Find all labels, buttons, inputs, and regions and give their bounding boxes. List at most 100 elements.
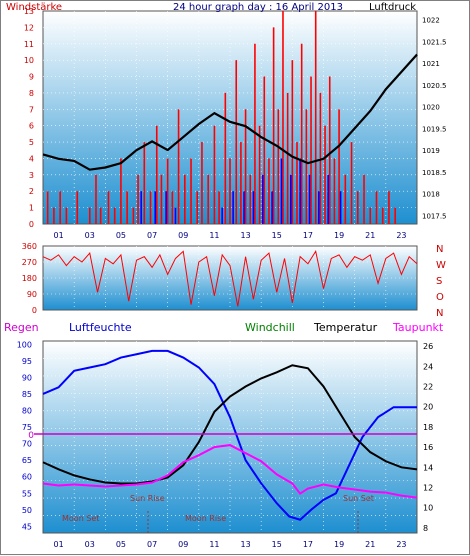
- hour-tick: 23: [396, 540, 406, 549]
- wind-direction-y-tick: 90: [27, 290, 37, 299]
- rain-zero-marker: 0: [28, 431, 34, 441]
- hour-tick: 21: [365, 540, 375, 549]
- pressure-line: [42, 53, 418, 171]
- rain-label: Regen: [4, 321, 39, 334]
- wind-y-tick: 5: [29, 138, 34, 147]
- wind-y-tick: 4: [29, 154, 34, 163]
- humidity-y-tick: 85: [22, 390, 32, 399]
- humidity-label: Luftfeuchte: [69, 321, 132, 334]
- pressure-y-tick: 1020.5: [422, 82, 447, 90]
- temperature-y-tick: 18: [423, 423, 433, 432]
- compass-letter: W: [436, 260, 446, 271]
- pressure-y-tick: 1017.5: [422, 212, 447, 220]
- sun-rise-label: Sun Rise: [130, 494, 165, 503]
- pressure-line-group: [42, 53, 418, 171]
- wind-y-tick: 6: [29, 122, 34, 131]
- pressure-y-tick: 1022: [422, 17, 440, 25]
- wind-y-tick: 11: [24, 40, 34, 49]
- sun-set-label: Sun Set: [343, 494, 374, 503]
- dewpoint-line: [42, 444, 418, 499]
- hour-tick: 05: [116, 231, 126, 240]
- wind-y-tick: 1: [29, 204, 34, 213]
- humidity-y-tick: 80: [22, 407, 32, 416]
- hour-tick: 13: [240, 231, 250, 240]
- pressure-y-tick: 1019.5: [422, 125, 447, 133]
- compass-letter: S: [436, 276, 442, 287]
- temperature-y-tick: 16: [423, 443, 433, 452]
- wind-axis-title: Windstärke: [6, 2, 62, 13]
- humidity-temperature-panel: Regen Luftfeuchte Windchill Temperatur T…: [4, 321, 444, 549]
- pressure-y-axis-ticks: 1017.5 1018 1018.5 1019 1019.5 1020 1020.5 1021…: [422, 17, 447, 221]
- wind-direction-line: [42, 250, 418, 307]
- pressure-y-tick: 1018.5: [422, 169, 447, 177]
- hour-tick: 13: [240, 540, 250, 549]
- pressure-axis-title: Luftdruck: [369, 2, 416, 13]
- humidity-y-tick: 100: [17, 340, 32, 349]
- temperature-y-tick: 20: [423, 403, 433, 412]
- hour-tick: 09: [178, 231, 188, 240]
- humidity-line: [42, 349, 417, 521]
- hour-tick: 07: [147, 231, 157, 240]
- wind-y-tick: 7: [29, 105, 34, 114]
- wind-y-tick: 10: [24, 56, 34, 65]
- humidity-y-axis-ticks: 45 50 55 60 65 70 75 80 85 90 95 100: [17, 340, 32, 531]
- temperature-y-tick: 12: [423, 484, 433, 493]
- humidity-y-tick: 95: [22, 357, 32, 366]
- humidity-y-tick: 55: [22, 489, 32, 498]
- hour-x-axis-ticks: 01 03 05 07 09 11 13 15 17 19 21 23: [53, 231, 406, 240]
- hour-tick: 01: [53, 540, 63, 549]
- dewpoint-label: Taupunkt: [392, 321, 444, 334]
- hour-tick: 11: [209, 231, 219, 240]
- wind-y-tick: 0: [29, 220, 34, 229]
- hour-tick: 19: [334, 540, 344, 549]
- hour-tick: 03: [85, 540, 95, 549]
- compass-letter: N: [436, 244, 443, 255]
- pressure-y-tick: 1021.5: [422, 38, 447, 46]
- wind-direction-line-group: [42, 250, 418, 307]
- wind-direction-y-tick: 180: [22, 274, 37, 283]
- temperature-y-tick: 8: [423, 524, 428, 533]
- chart-title: 24 hour graph day : 16 April 2013: [173, 2, 343, 13]
- humidity-temperature-lines: [42, 349, 418, 521]
- temperature-y-tick: 24: [423, 362, 433, 371]
- humidity-y-tick: 90: [22, 373, 32, 382]
- hour-tick: 09: [178, 540, 188, 549]
- wind-direction-y-ticks: 360 270 180 90 0: [22, 242, 37, 315]
- gust-bars: [140, 158, 342, 224]
- temperature-line: [42, 364, 418, 485]
- humidity-y-tick: 45: [22, 522, 32, 531]
- humidity-y-tick: 50: [22, 506, 32, 515]
- wind-y-tick: 8: [29, 89, 34, 98]
- temperature-y-tick: 14: [423, 463, 433, 472]
- wind-y-tick: 9: [29, 73, 34, 82]
- pressure-y-tick: 1020: [422, 104, 440, 112]
- hour-tick: 19: [334, 231, 344, 240]
- hour-tick: 15: [272, 540, 282, 549]
- temperature-y-tick: 22: [423, 382, 433, 391]
- wind-y-tick: 13: [24, 7, 34, 16]
- hour-tick: 07: [147, 540, 157, 549]
- moon-set-label: Moon Set: [62, 514, 99, 523]
- wind-direction-y-tick: 270: [22, 258, 37, 267]
- wind-y-tick: 3: [29, 171, 34, 180]
- humidity-y-tick: 65: [22, 456, 32, 465]
- hour-tick: 17: [303, 540, 313, 549]
- temperature-y-tick: 10: [423, 504, 433, 513]
- hour-tick: 05: [116, 540, 126, 549]
- humidity-y-tick: 70: [22, 440, 32, 449]
- temperature-y-axis-ticks: 8 10 12 14 16 18 20 22 24 26: [423, 342, 433, 533]
- hour-tick: 11: [209, 540, 219, 549]
- temperature-label: Temperatur: [313, 321, 378, 334]
- wind-y-tick: 2: [29, 187, 34, 196]
- hour-tick: 15: [272, 231, 282, 240]
- pressure-y-tick: 1021: [422, 60, 440, 68]
- compass-letter: N: [436, 308, 443, 319]
- pressure-y-tick: 1019: [422, 147, 440, 155]
- wind-direction-y-tick: 360: [22, 242, 37, 251]
- hour-tick: 23: [396, 231, 406, 240]
- hour-tick: 01: [53, 231, 63, 240]
